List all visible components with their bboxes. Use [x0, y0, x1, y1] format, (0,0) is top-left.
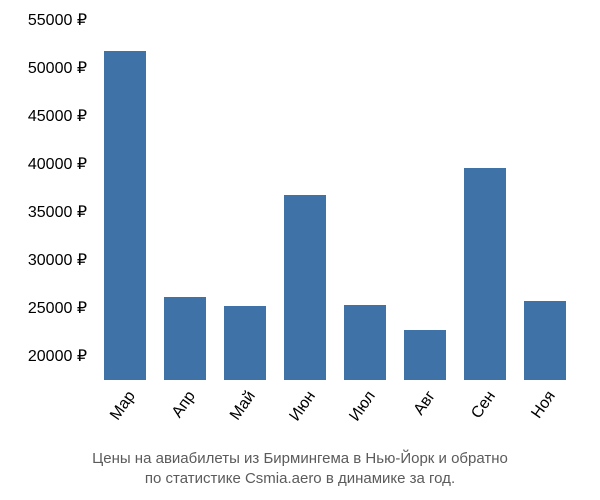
plot-region: МарАпрМайИюнИюлАвгСенНоя 20000 ₽25000 ₽3…: [95, 20, 575, 380]
bar-slot: Мар: [95, 20, 155, 380]
chart-area: МарАпрМайИюнИюлАвгСенНоя 20000 ₽25000 ₽3…: [95, 20, 575, 380]
bar: [164, 297, 206, 380]
y-tick-label: 25000 ₽: [28, 298, 87, 318]
y-tick-label: 50000 ₽: [28, 58, 87, 78]
x-tick-label: Май: [227, 388, 260, 424]
x-tick-label: Авг: [411, 388, 440, 419]
bar: [404, 330, 446, 380]
bar-slot: Авг: [395, 20, 455, 380]
x-tick-label: Мар: [107, 388, 140, 424]
bar: [524, 301, 566, 380]
bars-container: МарАпрМайИюнИюлАвгСенНоя: [95, 20, 575, 380]
x-tick-label: Апр: [169, 388, 200, 421]
chart-caption: Цены на авиабилеты из Бирмингема в Нью-Й…: [0, 449, 600, 488]
bar-slot: Ноя: [515, 20, 575, 380]
caption-line-1: Цены на авиабилеты из Бирмингема в Нью-Й…: [92, 450, 508, 467]
y-tick-label: 30000 ₽: [28, 250, 87, 270]
bar-slot: Апр: [155, 20, 215, 380]
y-tick-label: 20000 ₽: [28, 346, 87, 366]
y-tick-label: 35000 ₽: [28, 202, 87, 222]
caption-line-2: по статистике Csmia.aero в динамике за г…: [145, 470, 455, 487]
bar-slot: Май: [215, 20, 275, 380]
bar: [344, 305, 386, 380]
bar-slot: Июн: [275, 20, 335, 380]
x-tick-label: Ноя: [528, 388, 559, 422]
bar: [464, 168, 506, 380]
y-tick-label: 40000 ₽: [28, 154, 87, 174]
bar-slot: Сен: [455, 20, 515, 380]
y-tick-label: 55000 ₽: [28, 10, 87, 30]
bar-slot: Июл: [335, 20, 395, 380]
bar: [224, 306, 266, 380]
bar: [104, 51, 146, 380]
bar: [284, 195, 326, 380]
y-tick-label: 45000 ₽: [28, 106, 87, 126]
x-tick-label: Июн: [286, 388, 319, 425]
x-tick-label: Сен: [468, 388, 500, 422]
x-tick-label: Июл: [346, 388, 379, 425]
